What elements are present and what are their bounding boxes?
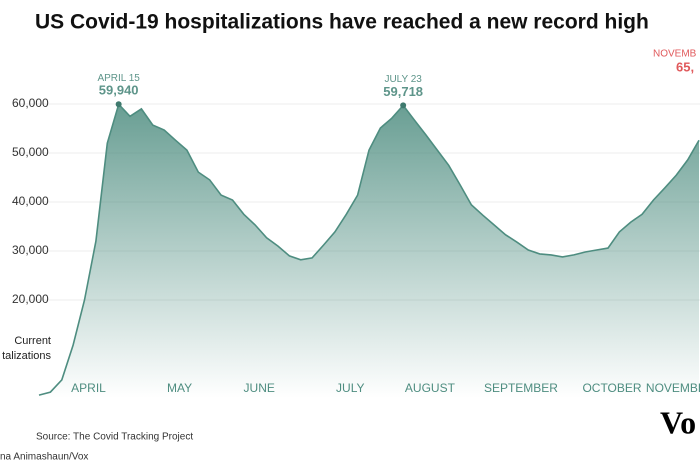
annotation-label: NOVEMB: [653, 49, 697, 60]
annotation-label: APRIL 15: [97, 73, 140, 84]
credit: na Animashaun/Vox: [0, 452, 88, 463]
annotation-dot: [115, 101, 122, 108]
logo: Vo: [660, 404, 696, 440]
area: [39, 104, 699, 399]
source: Source: The Covid Tracking Project: [36, 432, 193, 443]
y-tick-label: 40,000: [12, 194, 49, 208]
annotation-value: 59,940: [99, 83, 139, 98]
y-tick-label: 30,000: [12, 243, 49, 257]
y-tick-label: 20,000: [12, 292, 49, 306]
chart-title: US Covid-19 hospitalizations have reache…: [35, 11, 649, 34]
y-axis-label: Current: [14, 335, 51, 347]
annotation-value: 59,718: [383, 84, 423, 99]
annotation-label: JULY 23: [384, 74, 422, 85]
y-tick-label: 60,000: [12, 96, 49, 110]
y-axis-label: talizations: [2, 350, 51, 362]
y-tick-label: 50,000: [12, 145, 49, 159]
annotation-dot: [400, 102, 407, 109]
annotation-value: 65,: [676, 59, 694, 74]
line: [38, 102, 700, 396]
